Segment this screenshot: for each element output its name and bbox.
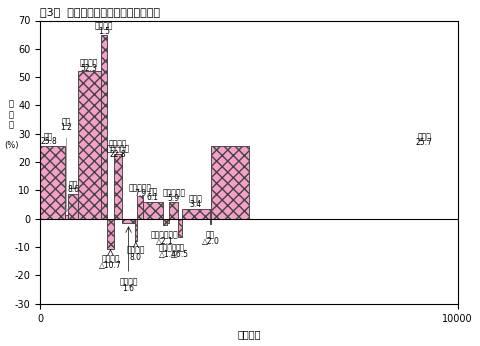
Bar	[167, 219, 169, 223]
Bar	[107, 219, 114, 249]
Text: 化学: 化学	[148, 187, 157, 196]
Bar	[210, 219, 211, 225]
Bar	[114, 154, 122, 219]
Bar	[143, 201, 163, 219]
X-axis label: ウェイト: ウェイト	[237, 329, 261, 339]
Text: 金属: 金属	[68, 180, 78, 189]
Bar	[163, 219, 167, 225]
Bar	[137, 197, 143, 219]
Text: 石油・石炭: 石油・石炭	[162, 189, 185, 198]
Text: その他: その他	[418, 132, 431, 141]
Bar	[78, 71, 101, 219]
Bar	[210, 219, 211, 225]
Text: 6.1: 6.1	[147, 193, 159, 202]
Bar	[65, 216, 68, 219]
Text: △10.7: △10.7	[99, 261, 122, 270]
Bar	[211, 146, 249, 219]
Text: 鉱業: 鉱業	[206, 230, 215, 239]
Bar	[101, 35, 107, 219]
Text: 一般機械: 一般機械	[80, 58, 98, 67]
Bar	[167, 219, 169, 223]
Text: 第3図  業種別生産指数の前年比増減率: 第3図 業種別生産指数の前年比増減率	[40, 7, 160, 17]
Bar	[143, 201, 163, 219]
Text: 8.6: 8.6	[67, 185, 79, 194]
Bar	[78, 71, 101, 219]
Text: 増
減
率

(%): 増 減 率 (%)	[4, 100, 18, 151]
Bar	[122, 219, 134, 223]
Text: 電気機械: 電気機械	[95, 21, 113, 30]
Bar	[179, 219, 182, 237]
Text: 輸送機械: 輸送機械	[120, 277, 138, 286]
Text: 5.9: 5.9	[168, 194, 180, 203]
Text: 8.0: 8.0	[130, 253, 142, 262]
Text: △6.5: △6.5	[171, 250, 189, 259]
Bar	[40, 146, 65, 219]
Text: 25.7: 25.7	[416, 138, 433, 147]
Bar	[169, 202, 179, 219]
Text: 精密機械: 精密機械	[127, 246, 145, 255]
Bar	[68, 194, 78, 219]
Text: 食料品: 食料品	[189, 194, 203, 203]
Text: 1.5: 1.5	[98, 27, 110, 36]
Text: ・デバイス: ・デバイス	[107, 145, 130, 154]
Text: △2.0: △2.0	[202, 237, 219, 246]
Bar	[68, 194, 78, 219]
Text: △2.1: △2.1	[156, 237, 174, 246]
Text: 1.6: 1.6	[122, 284, 134, 293]
Bar	[101, 35, 107, 219]
Text: 非鉄: 非鉄	[62, 118, 71, 127]
Text: 3.4: 3.4	[190, 200, 202, 209]
Bar	[211, 146, 249, 219]
Text: 繊維: 繊維	[176, 243, 185, 252]
Bar	[163, 219, 167, 225]
Bar	[182, 209, 210, 219]
Bar	[122, 219, 134, 223]
Text: 電子部品: 電子部品	[109, 139, 127, 148]
Text: 22.8: 22.8	[110, 150, 126, 159]
Text: プラスチック: プラスチック	[151, 230, 179, 239]
Bar	[107, 219, 114, 249]
Text: 7.9: 7.9	[134, 189, 146, 198]
Text: 52.3: 52.3	[81, 64, 98, 73]
Bar	[179, 219, 182, 237]
Text: △1.4: △1.4	[159, 250, 177, 259]
Text: 1.2: 1.2	[60, 124, 72, 133]
Text: 八ゴﾑ張: 八ゴﾑ張	[159, 243, 178, 252]
Text: 情報通信: 情報通信	[101, 254, 120, 263]
Bar	[134, 219, 137, 242]
Bar	[134, 219, 137, 242]
Bar	[114, 154, 122, 219]
Text: 鉄鋼: 鉄鋼	[44, 132, 53, 141]
Bar	[169, 202, 179, 219]
Bar	[182, 209, 210, 219]
Bar	[65, 216, 68, 219]
Text: 窯業・土石: 窯業・土石	[129, 183, 152, 192]
Text: 25.8: 25.8	[40, 137, 57, 146]
Bar	[137, 197, 143, 219]
Bar	[40, 146, 65, 219]
